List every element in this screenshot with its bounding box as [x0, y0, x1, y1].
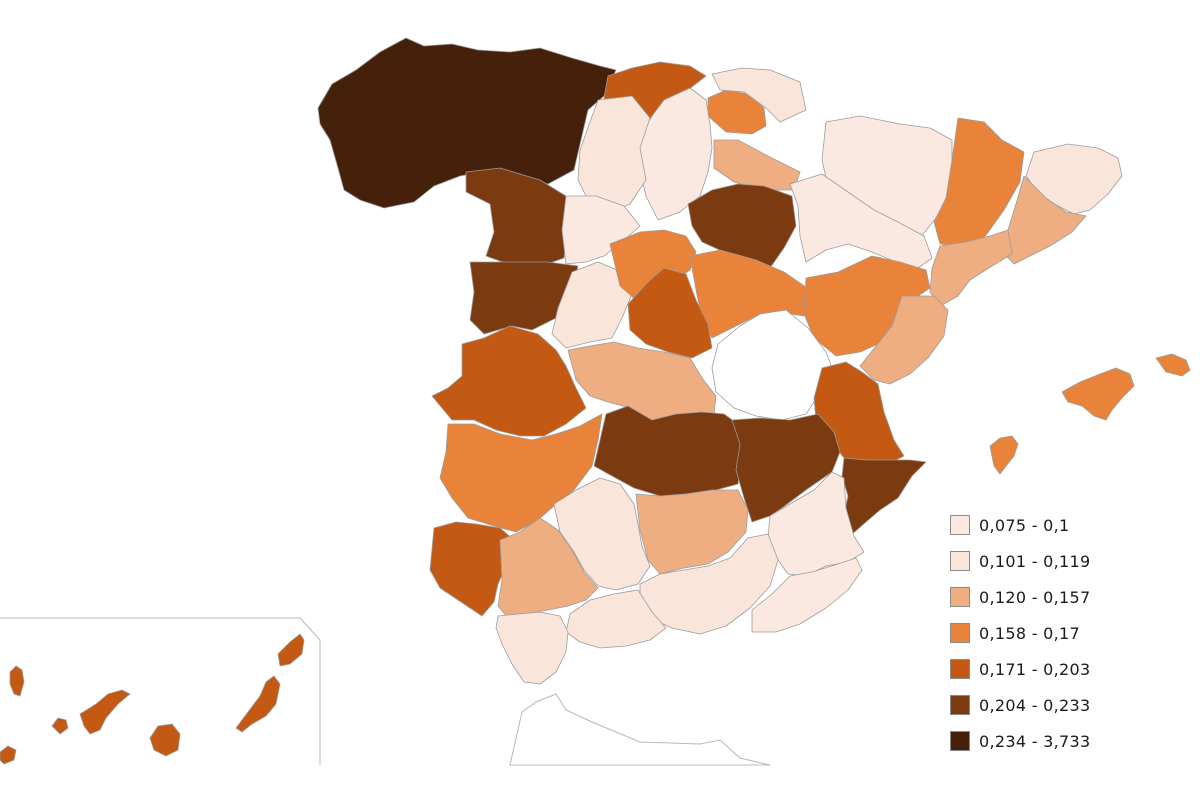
region-gran-canaria	[149, 723, 181, 757]
region-la-rioja	[713, 139, 801, 191]
legend-swatch	[950, 659, 970, 679]
region-madrid	[627, 267, 713, 359]
legend-swatch	[950, 587, 970, 607]
region-la-palma	[9, 665, 25, 697]
region-avila	[551, 261, 633, 349]
region-menorca	[1155, 353, 1191, 377]
region-navarra	[711, 67, 807, 123]
region-barcelona	[1001, 175, 1087, 265]
region-salamanca	[469, 261, 579, 335]
legend-label: 0,075 - 0,1	[979, 515, 1070, 535]
legend-label: 0,158 - 0,17	[979, 623, 1080, 643]
legend-item: 0,101 - 0,119	[950, 543, 1190, 579]
legend-swatch	[950, 515, 970, 535]
region-jaen	[635, 489, 749, 575]
region-galicia-asturias-leon-north	[317, 37, 617, 209]
region-cadiz	[495, 611, 569, 685]
legend-label: 0,171 - 0,203	[979, 659, 1091, 679]
region-ciudad-real	[593, 405, 743, 497]
region-caceres	[431, 325, 587, 437]
region-cordoba	[553, 477, 651, 591]
region-zamora	[465, 167, 569, 269]
region-castellon	[859, 295, 949, 385]
map-legend: 0,075 - 0,1 0,101 - 0,119 0,120 - 0,157 …	[950, 507, 1190, 759]
region-malaga	[565, 589, 667, 649]
region-mallorca	[1061, 367, 1135, 421]
region-segovia	[609, 229, 697, 301]
legend-label: 0,234 - 3,733	[979, 731, 1091, 751]
region-palencia	[577, 95, 651, 213]
north-africa-outline	[509, 693, 771, 766]
legend-label: 0,101 - 0,119	[979, 551, 1091, 571]
legend-label: 0,204 - 0,233	[979, 695, 1091, 715]
region-la-gomera	[51, 717, 69, 735]
legend-item: 0,158 - 0,17	[950, 615, 1190, 651]
map-regions	[0, 37, 1191, 765]
region-albacete	[731, 413, 841, 523]
region-almeria	[751, 557, 863, 633]
region-el-hierro	[0, 745, 17, 765]
legend-item: 0,075 - 0,1	[950, 507, 1190, 543]
region-fuerteventura	[235, 675, 281, 733]
region-badajoz	[439, 413, 603, 533]
region-tenerife	[79, 689, 131, 735]
region-lanzarote	[277, 633, 305, 667]
legend-item: 0,234 - 3,733	[950, 723, 1190, 759]
canary-inset-frame	[0, 617, 321, 765]
legend-swatch	[950, 731, 970, 751]
legend-item: 0,120 - 0,157	[950, 579, 1190, 615]
legend-item: 0,204 - 0,233	[950, 687, 1190, 723]
region-soria	[687, 183, 797, 269]
region-murcia	[767, 471, 865, 577]
legend-swatch	[950, 695, 970, 715]
region-sevilla	[497, 517, 599, 619]
legend-item: 0,171 - 0,203	[950, 651, 1190, 687]
region-huelva	[429, 521, 515, 617]
legend-swatch	[950, 623, 970, 643]
region-ibiza	[989, 435, 1019, 475]
region-alicante	[841, 457, 927, 537]
legend-label: 0,120 - 0,157	[979, 587, 1091, 607]
legend-swatch	[950, 551, 970, 571]
